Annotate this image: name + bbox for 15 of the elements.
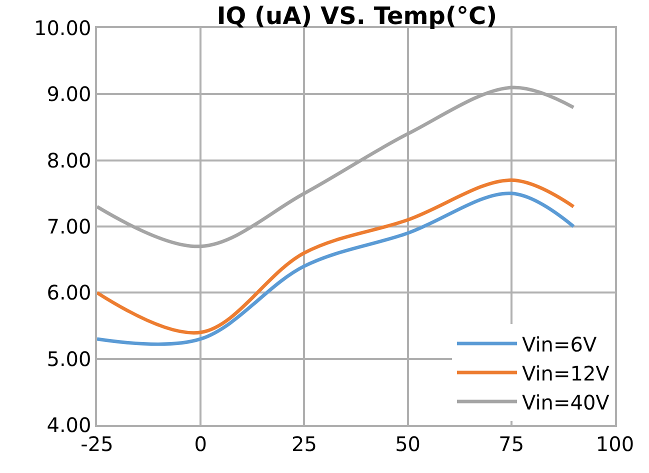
- legend-label: Vin=40V: [522, 390, 610, 414]
- y-tick-label: 9.00: [46, 82, 92, 106]
- x-tick-label: 0: [194, 432, 207, 456]
- chart-title: IQ (uA) VS. Temp(°C): [216, 2, 498, 30]
- y-tick-label: 5.00: [46, 346, 92, 371]
- y-tick-label: 6.00: [46, 280, 92, 305]
- x-tick-label: 50: [395, 432, 421, 456]
- legend-label: Vin=6V: [522, 332, 597, 356]
- x-tick-label: 75: [498, 432, 524, 456]
- x-tick-label: 100: [596, 432, 634, 456]
- legend-label: Vin=12V: [522, 361, 610, 386]
- y-tick-label: 8.00: [46, 148, 92, 172]
- x-tick-label: 25: [291, 432, 317, 456]
- y-tick-label: 10.00: [34, 16, 92, 40]
- y-tick-label: 7.00: [46, 214, 92, 238]
